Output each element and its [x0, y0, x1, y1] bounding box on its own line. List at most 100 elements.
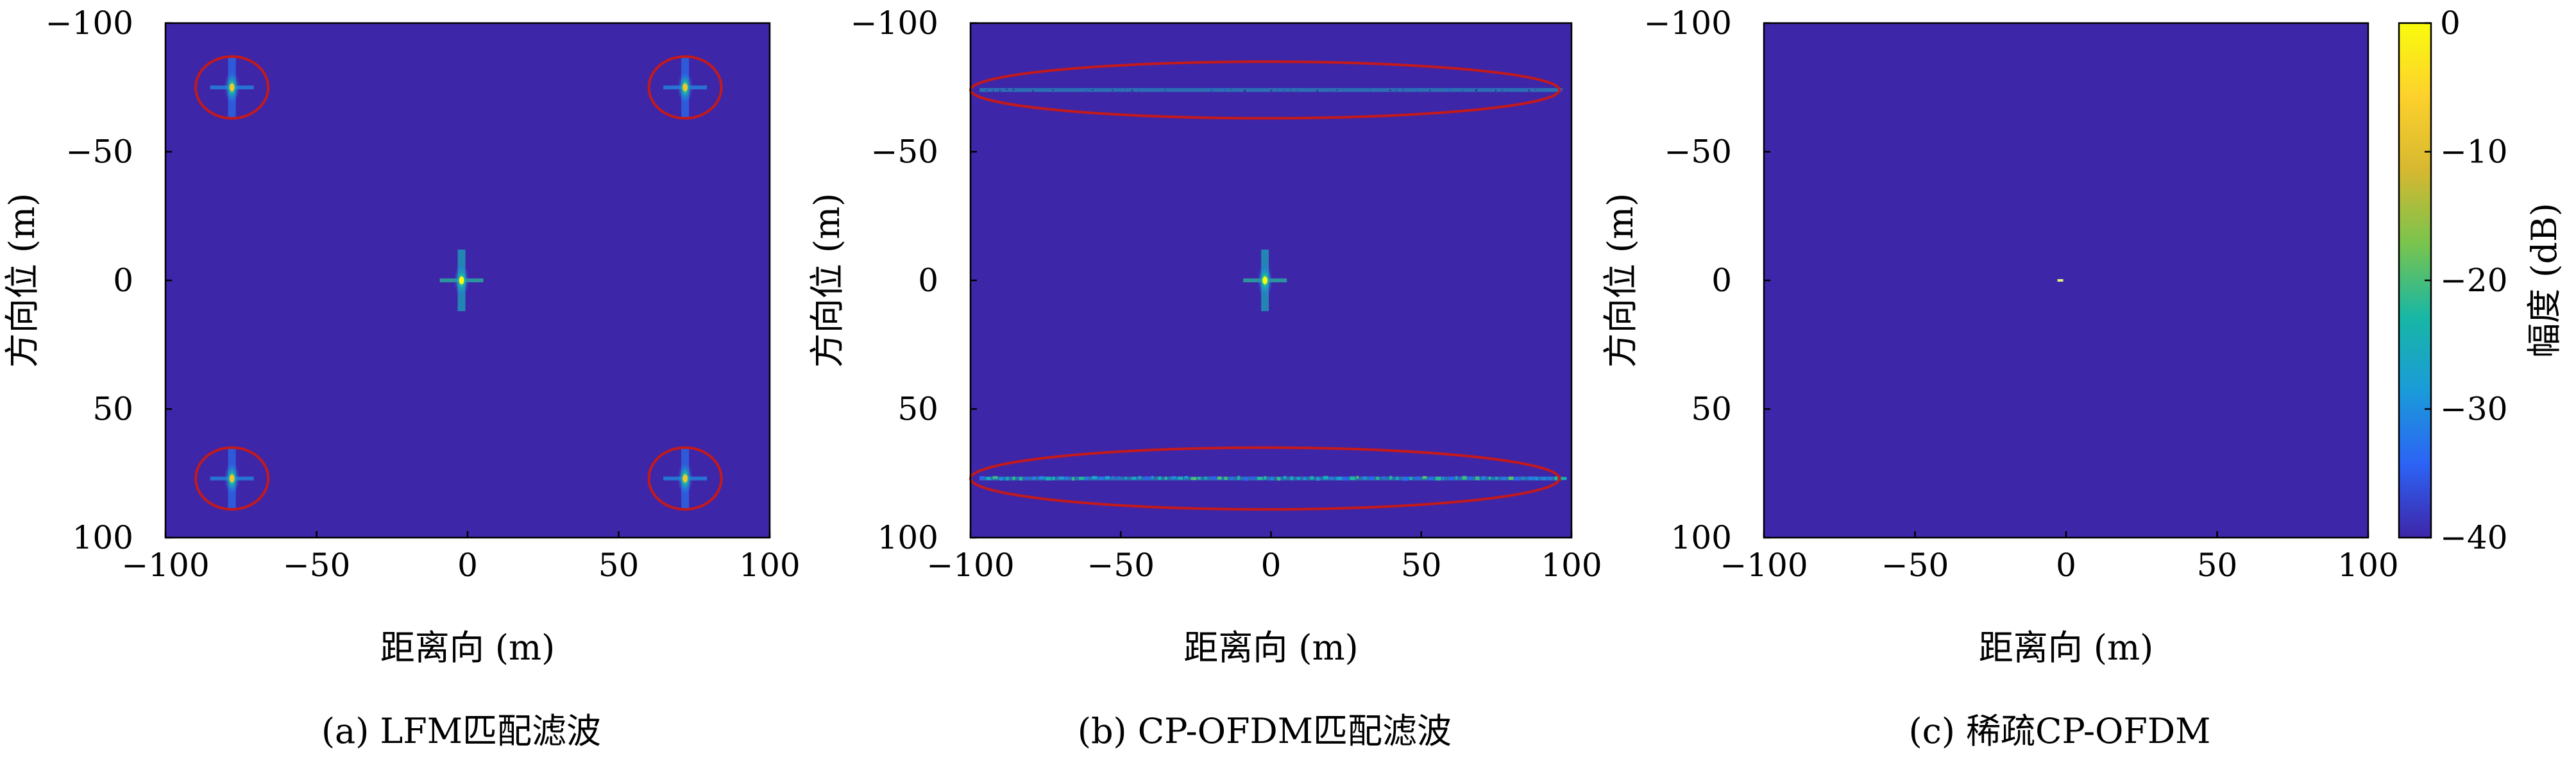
highlight-ellipse — [647, 446, 723, 511]
streak-speckle — [1448, 89, 1451, 91]
colorbar-tick-label: 0 — [2440, 4, 2461, 42]
streak-speckle — [1448, 476, 1453, 481]
streak-speckle — [1032, 90, 1034, 92]
streak-speckle — [1362, 476, 1368, 480]
streak-speckle — [1356, 475, 1359, 479]
x-tick-label: 100 — [739, 547, 800, 584]
streak-speckle — [1058, 476, 1065, 480]
streak-speckle — [1416, 89, 1418, 92]
streak-speckle — [1052, 476, 1055, 481]
streak-speckle — [1178, 476, 1183, 480]
streak-speckle — [1046, 477, 1051, 481]
streak-speckle — [1495, 89, 1496, 92]
x-tick-label: −50 — [283, 547, 351, 584]
streak-speckle — [1482, 476, 1486, 480]
x-tick-label: 0 — [457, 547, 478, 584]
streak-speckle — [992, 89, 994, 92]
streak-speckle — [1389, 89, 1391, 92]
streak-speckle — [1224, 89, 1226, 91]
streak-speckle — [1092, 475, 1097, 479]
streak-speckle — [1541, 477, 1546, 481]
streak-speckle — [1184, 475, 1188, 479]
streak-speckle — [1131, 89, 1133, 92]
streak-speckle — [1124, 89, 1126, 90]
streak-speckle — [1330, 477, 1334, 481]
y-tick-label: 100 — [1671, 519, 1732, 556]
y-tick-label: 50 — [1691, 391, 1732, 428]
target-point — [663, 56, 708, 119]
x-tick-label: 50 — [2197, 547, 2238, 584]
target-core — [2057, 279, 2063, 282]
streak-speckle — [1085, 476, 1089, 481]
streak-speckle — [1131, 477, 1137, 480]
streak-speckle — [1369, 89, 1371, 91]
streak-speckle — [1514, 477, 1520, 481]
highlight-ellipse — [647, 55, 723, 120]
streak-speckle — [1250, 476, 1256, 479]
target-point — [2057, 279, 2063, 282]
streak-speckle — [1310, 476, 1314, 480]
streak-speckle — [1528, 89, 1530, 92]
streak-speckle — [1032, 476, 1036, 480]
streak-speckle — [1118, 476, 1121, 480]
streak-speckle — [1521, 477, 1525, 480]
streak-speckle — [1455, 475, 1458, 480]
streak-speckle — [1210, 89, 1212, 92]
streak-speckle — [1436, 476, 1441, 481]
x-tick-label: −100 — [121, 547, 209, 584]
y-tick-label: −50 — [65, 133, 133, 171]
streak-speckle — [1198, 477, 1201, 480]
streak-speckle — [1257, 477, 1263, 481]
streak-speckle — [1158, 476, 1162, 480]
streak-speckle — [992, 476, 998, 479]
target-point — [210, 447, 254, 509]
streak-speckle — [1210, 476, 1216, 480]
streak-speckle — [1416, 476, 1420, 481]
streak-speckle — [1316, 89, 1318, 92]
streak-speckle — [1396, 89, 1397, 92]
streak-speckle — [1303, 477, 1307, 481]
streak-speckle — [1065, 476, 1069, 480]
streak-speckle — [1561, 89, 1563, 92]
streak-speckle — [1072, 477, 1074, 481]
streak-speckle — [1475, 476, 1480, 481]
streak-speckle — [1462, 89, 1464, 91]
streak-speckle — [1138, 89, 1140, 91]
streak-speckle — [1264, 476, 1267, 480]
y-tick-label: 0 — [1711, 262, 1732, 299]
streak-speckle — [1389, 475, 1393, 480]
y-axis-label: 方向位 (m) — [2, 193, 42, 368]
colorbar: 0 −10 −20 −30 −40 幅度 (dB) — [2398, 4, 2564, 556]
streak-speckle — [1402, 477, 1408, 481]
streak-speckle — [1124, 477, 1127, 480]
target-core — [229, 474, 235, 482]
colorbar-tick-label: −20 — [2440, 262, 2508, 299]
streak-speckle — [1092, 89, 1094, 91]
streak-speckle — [1038, 476, 1045, 479]
streak-speckle — [1138, 476, 1142, 479]
streak-speckle — [1350, 476, 1355, 481]
y-axis-label: 方向位 (m) — [1600, 193, 1641, 368]
streak-speckle — [979, 476, 985, 480]
streak-speckle — [1151, 475, 1154, 479]
streak-speckle — [1428, 477, 1434, 481]
x-tick-label: −50 — [1087, 547, 1155, 584]
streak-speckle — [1078, 477, 1085, 480]
y-tick-label: −100 — [46, 4, 133, 42]
colorbar-label: 幅度 (dB) — [2524, 203, 2564, 358]
streak-speckle — [1284, 475, 1287, 479]
streak-speckle — [1217, 476, 1222, 480]
streak-speckle — [1396, 477, 1399, 481]
streak-speckle — [1026, 477, 1030, 481]
streak-speckle — [1290, 476, 1293, 481]
streak-speckle — [1475, 89, 1477, 92]
streak-speckle — [1382, 476, 1385, 479]
target-core — [1262, 277, 1268, 284]
y-tick-label: −50 — [870, 133, 938, 171]
streak-speckle — [1012, 476, 1015, 481]
streak-speckle — [1244, 477, 1248, 481]
streak-speckle — [1171, 476, 1177, 479]
streak-speckle — [1534, 89, 1536, 90]
